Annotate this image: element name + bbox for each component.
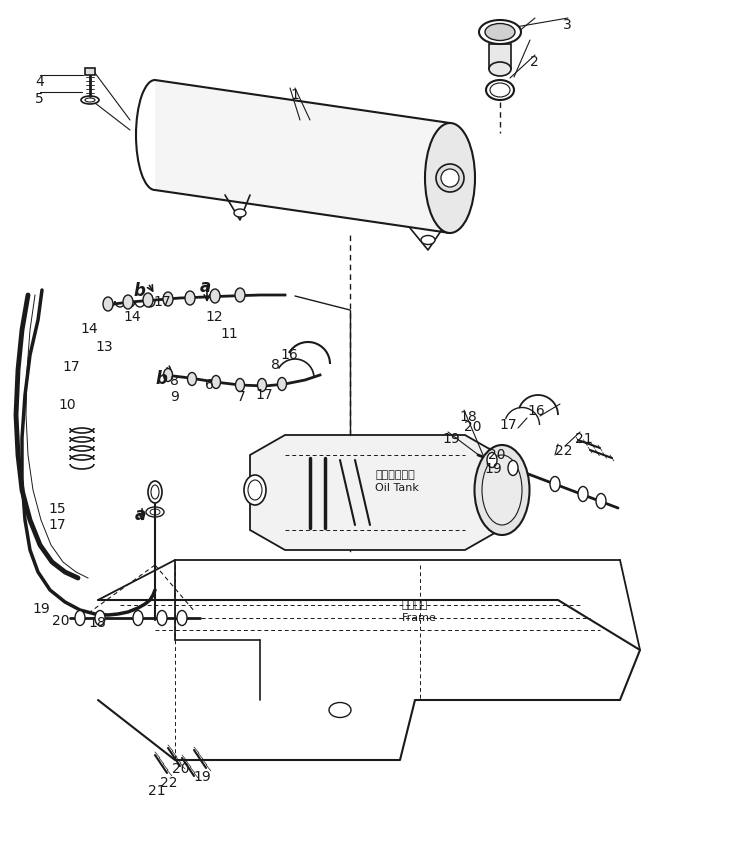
Ellipse shape	[425, 123, 475, 233]
Text: 21: 21	[148, 784, 166, 798]
Text: オイルタンク: オイルタンク	[375, 470, 415, 480]
Ellipse shape	[210, 289, 220, 303]
Ellipse shape	[187, 373, 196, 386]
Ellipse shape	[441, 169, 459, 187]
Ellipse shape	[479, 20, 521, 44]
Ellipse shape	[486, 80, 514, 100]
Text: 5: 5	[35, 92, 44, 106]
Text: フレーム: フレーム	[402, 600, 429, 610]
Text: 17: 17	[48, 518, 65, 532]
Polygon shape	[250, 435, 500, 550]
Ellipse shape	[163, 369, 172, 381]
Ellipse shape	[95, 610, 105, 625]
Ellipse shape	[596, 493, 606, 509]
Text: 12: 12	[205, 310, 223, 324]
Text: 18: 18	[88, 616, 106, 630]
Ellipse shape	[163, 292, 173, 306]
Text: 8: 8	[170, 374, 179, 388]
Text: 11: 11	[220, 327, 238, 341]
Text: 19: 19	[442, 432, 460, 446]
Text: 19: 19	[32, 602, 50, 616]
Ellipse shape	[421, 236, 435, 245]
Ellipse shape	[550, 476, 560, 492]
Ellipse shape	[475, 445, 530, 535]
Text: 17: 17	[255, 388, 273, 402]
Text: Oil Tank: Oil Tank	[375, 483, 419, 493]
Text: 7: 7	[237, 390, 246, 404]
Text: 22: 22	[555, 444, 573, 458]
Ellipse shape	[489, 62, 511, 76]
Ellipse shape	[143, 293, 153, 307]
Text: Frame: Frame	[402, 613, 437, 623]
Text: 16: 16	[280, 348, 298, 362]
Text: 14: 14	[123, 310, 140, 324]
Text: 10: 10	[58, 398, 76, 412]
Ellipse shape	[244, 475, 266, 505]
Text: b: b	[133, 282, 145, 300]
Text: 14: 14	[80, 322, 97, 336]
Ellipse shape	[236, 379, 244, 392]
Ellipse shape	[123, 295, 133, 309]
Text: a: a	[135, 506, 146, 524]
Text: 13: 13	[95, 340, 113, 354]
Text: 17: 17	[153, 295, 171, 309]
Polygon shape	[155, 80, 450, 233]
Text: 18: 18	[459, 410, 477, 424]
Text: 4: 4	[35, 75, 44, 89]
Ellipse shape	[482, 455, 522, 525]
Text: 19: 19	[193, 770, 211, 784]
Ellipse shape	[185, 291, 195, 305]
Text: a: a	[200, 278, 211, 296]
Text: 21: 21	[575, 432, 593, 446]
Text: 20: 20	[488, 448, 505, 462]
Text: 2: 2	[530, 55, 539, 69]
Ellipse shape	[508, 461, 518, 475]
Ellipse shape	[148, 481, 162, 503]
Text: b: b	[155, 370, 167, 388]
Text: 19: 19	[484, 462, 502, 476]
Text: 17: 17	[62, 360, 80, 374]
Ellipse shape	[157, 610, 167, 625]
Text: 1: 1	[290, 88, 299, 102]
Ellipse shape	[436, 164, 464, 192]
Ellipse shape	[258, 379, 267, 392]
Ellipse shape	[487, 453, 497, 468]
Text: 15: 15	[48, 502, 65, 516]
Text: 3: 3	[563, 18, 572, 32]
Text: 16: 16	[527, 404, 545, 418]
Ellipse shape	[133, 610, 143, 625]
Text: 6: 6	[205, 378, 214, 392]
Text: 8: 8	[271, 358, 280, 372]
Ellipse shape	[177, 610, 187, 625]
Ellipse shape	[103, 297, 113, 311]
Text: 20: 20	[464, 420, 481, 434]
Ellipse shape	[485, 23, 515, 40]
Bar	[85, 68, 95, 75]
Ellipse shape	[277, 377, 287, 391]
Text: 20: 20	[172, 762, 189, 776]
Text: 22: 22	[160, 776, 178, 790]
Ellipse shape	[75, 610, 85, 625]
Text: 17: 17	[499, 418, 516, 432]
Ellipse shape	[235, 288, 245, 302]
Text: 20: 20	[52, 614, 70, 628]
Ellipse shape	[234, 209, 246, 217]
Bar	[489, 44, 511, 69]
Ellipse shape	[578, 486, 588, 501]
Ellipse shape	[212, 375, 221, 388]
Text: 9: 9	[170, 390, 179, 404]
